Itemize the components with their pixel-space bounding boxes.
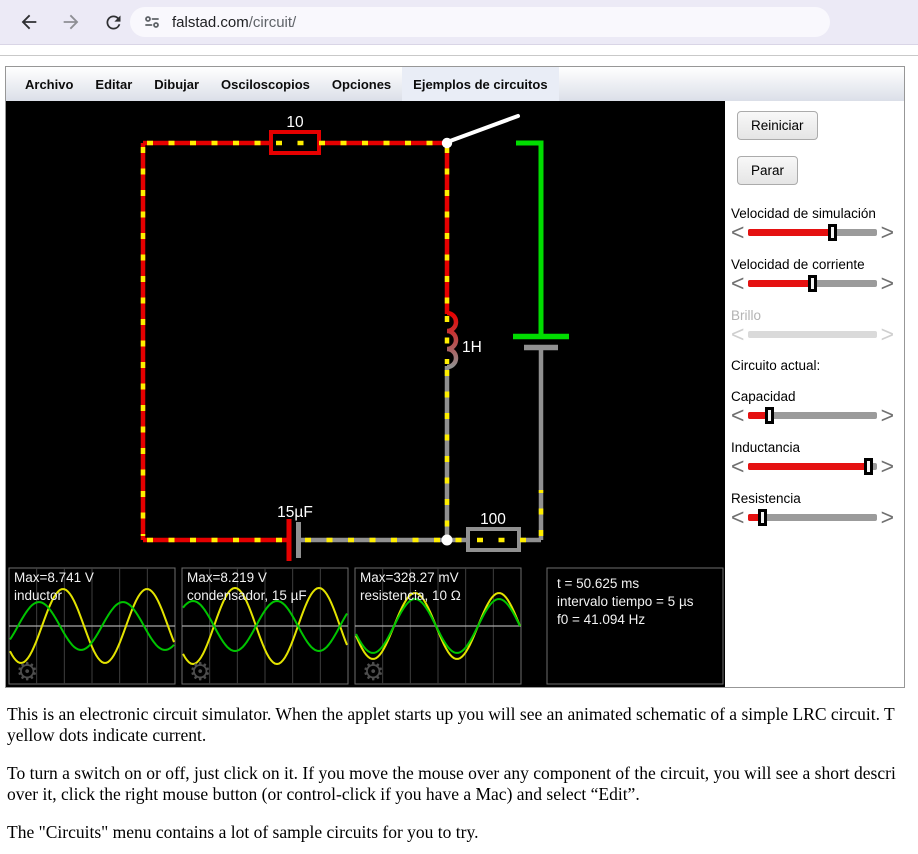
slider-increase-icon[interactable]: > — [880, 270, 894, 296]
junction-dot-top — [441, 137, 453, 149]
slider-track[interactable] — [748, 274, 877, 292]
stop-button[interactable]: Parar — [737, 156, 799, 185]
browser-toolbar: falstad.com/circuit/ — [0, 0, 918, 45]
sim-interval-label: intervalo tiempo = 5 µs — [557, 594, 694, 609]
slider-track[interactable] — [748, 457, 877, 475]
slider-decrease-icon[interactable]: < — [731, 270, 745, 296]
slider-simulation-speed: Velocidad de simulación < > — [731, 206, 894, 245]
slider-decrease-icon[interactable]: < — [731, 453, 745, 479]
slider-thumb[interactable] — [863, 457, 873, 475]
current-circuit-heading: Circuito actual: — [731, 358, 821, 373]
scope1-gear-icon[interactable]: ⚙ — [16, 657, 38, 686]
slider-thumb[interactable] — [757, 508, 767, 526]
slider-inductance: Inductancia < > — [731, 440, 894, 479]
slider-current-speed: Velocidad de corriente < > — [731, 257, 894, 296]
slider-resistance: Resistencia < > — [731, 491, 894, 530]
scope3-name-label: resistencia, 10 Ω — [360, 588, 461, 603]
slider-thumb[interactable] — [807, 274, 817, 292]
resistor-100-body[interactable] — [466, 527, 521, 552]
scope2-max-label: Max=8.219 V — [187, 570, 267, 585]
wire-positive[interactable] — [140, 140, 450, 543]
circuit-applet: Archivo Editar Dibujar Osciloscopios Opc… — [5, 66, 905, 688]
controls-sidebar: Reiniciar Parar Velocidad de simulación … — [725, 101, 904, 687]
scope-waveform-yellow — [182, 587, 348, 665]
scope-waveform-yellow — [9, 588, 175, 664]
url-path: /circuit/ — [248, 13, 297, 31]
reset-button[interactable]: Reiniciar — [737, 111, 818, 140]
scope3-gear-icon[interactable]: ⚙ — [362, 657, 384, 686]
current-dots — [140, 140, 544, 543]
inductor-coil[interactable] — [446, 310, 459, 370]
slider-label: Velocidad de corriente — [731, 257, 865, 272]
paragraph-2-line-2: over it, click the right mouse button (o… — [7, 784, 640, 804]
menu-dibujar[interactable]: Dibujar — [154, 76, 200, 92]
switch-blade[interactable] — [448, 114, 520, 143]
url-text: falstad.com/circuit/ — [172, 14, 296, 31]
slider-label: Resistencia — [731, 491, 801, 506]
menu-bar: Archivo Editar Dibujar Osciloscopios Opc… — [6, 67, 904, 101]
slider-thumb[interactable] — [765, 406, 775, 424]
sim-info-panel — [546, 567, 724, 685]
slider-decrease-icon[interactable]: < — [731, 402, 745, 428]
junction-dot-bottom — [441, 534, 453, 546]
capacitor-label: 15µF — [277, 504, 313, 521]
slider-label: Brillo — [731, 308, 762, 323]
slider-thumb[interactable] — [828, 223, 837, 241]
scope3-max-label: Max=328.27 mV — [360, 570, 459, 585]
slider-capacitance: Capacidad < > — [731, 389, 894, 428]
scope1-name-label: inductor — [14, 588, 63, 603]
menu-osciloscopios[interactable]: Osciloscopios — [221, 76, 310, 92]
inductor-label: 1H — [462, 339, 482, 356]
paragraph-1-line-1: This is an electronic circuit simulator.… — [7, 704, 895, 724]
slider-increase-icon: > — [880, 321, 894, 347]
slider-decrease-icon[interactable]: < — [731, 504, 745, 530]
slider-increase-icon[interactable]: > — [880, 504, 894, 530]
scope-waveform-green — [182, 600, 348, 652]
reload-icon[interactable] — [100, 9, 126, 35]
paragraph-2-line-1: To turn a switch on or off, just click o… — [7, 763, 896, 783]
slider-track[interactable] — [748, 406, 877, 424]
page-description: This is an electronic circuit simulator.… — [7, 704, 918, 843]
url-bar[interactable]: falstad.com/circuit/ — [130, 7, 830, 37]
circuit-canvas[interactable]: 10 1H 15µF 100 Max=8.741 V inductor Max=… — [6, 101, 725, 687]
slider-decrease-icon: < — [731, 321, 745, 347]
slider-track[interactable] — [748, 223, 877, 241]
slider-track — [748, 330, 877, 338]
slider-increase-icon[interactable]: > — [880, 402, 894, 428]
slider-decrease-icon[interactable]: < — [731, 219, 745, 245]
divider-line — [0, 55, 918, 56]
back-icon[interactable] — [16, 9, 42, 35]
scope2-gear-icon[interactable]: ⚙ — [189, 657, 211, 686]
forward-icon[interactable] — [58, 9, 84, 35]
site-info-icon[interactable] — [143, 13, 161, 31]
wire-battery-positive[interactable] — [516, 140, 544, 334]
url-host: falstad.com — [172, 13, 249, 31]
scope-waveform-green — [355, 598, 521, 654]
slider-label: Inductancia — [731, 440, 801, 455]
slider-label: Velocidad de simulación — [731, 206, 876, 221]
slider-increase-icon[interactable]: > — [880, 453, 894, 479]
slider-brightness: Brillo < > — [731, 308, 894, 347]
menu-archivo[interactable]: Archivo — [25, 76, 74, 92]
resistor-10-label: 10 — [286, 114, 304, 131]
menu-ejemplos-de-circuitos[interactable]: Ejemplos de circuitos — [402, 67, 559, 101]
menu-editar[interactable]: Editar — [95, 76, 133, 92]
slider-increase-icon[interactable]: > — [880, 219, 894, 245]
paragraph-3-line-1: The "Circuits" menu contains a lot of sa… — [7, 822, 479, 842]
sim-time-label: t = 50.625 ms — [557, 576, 639, 591]
paragraph-1-line-2: yellow dots indicate current. — [7, 725, 207, 745]
resistor-100-label: 100 — [480, 511, 506, 528]
scope2-name-label: condensador, 15 µF — [187, 588, 307, 603]
slider-label: Capacidad — [731, 389, 796, 404]
sim-f0-label: f0 = 41.094 Hz — [557, 612, 645, 627]
scope1-max-label: Max=8.741 V — [14, 570, 94, 585]
menu-opciones[interactable]: Opciones — [331, 76, 392, 92]
slider-track[interactable] — [748, 508, 877, 526]
scope-waveform-green — [9, 601, 175, 651]
